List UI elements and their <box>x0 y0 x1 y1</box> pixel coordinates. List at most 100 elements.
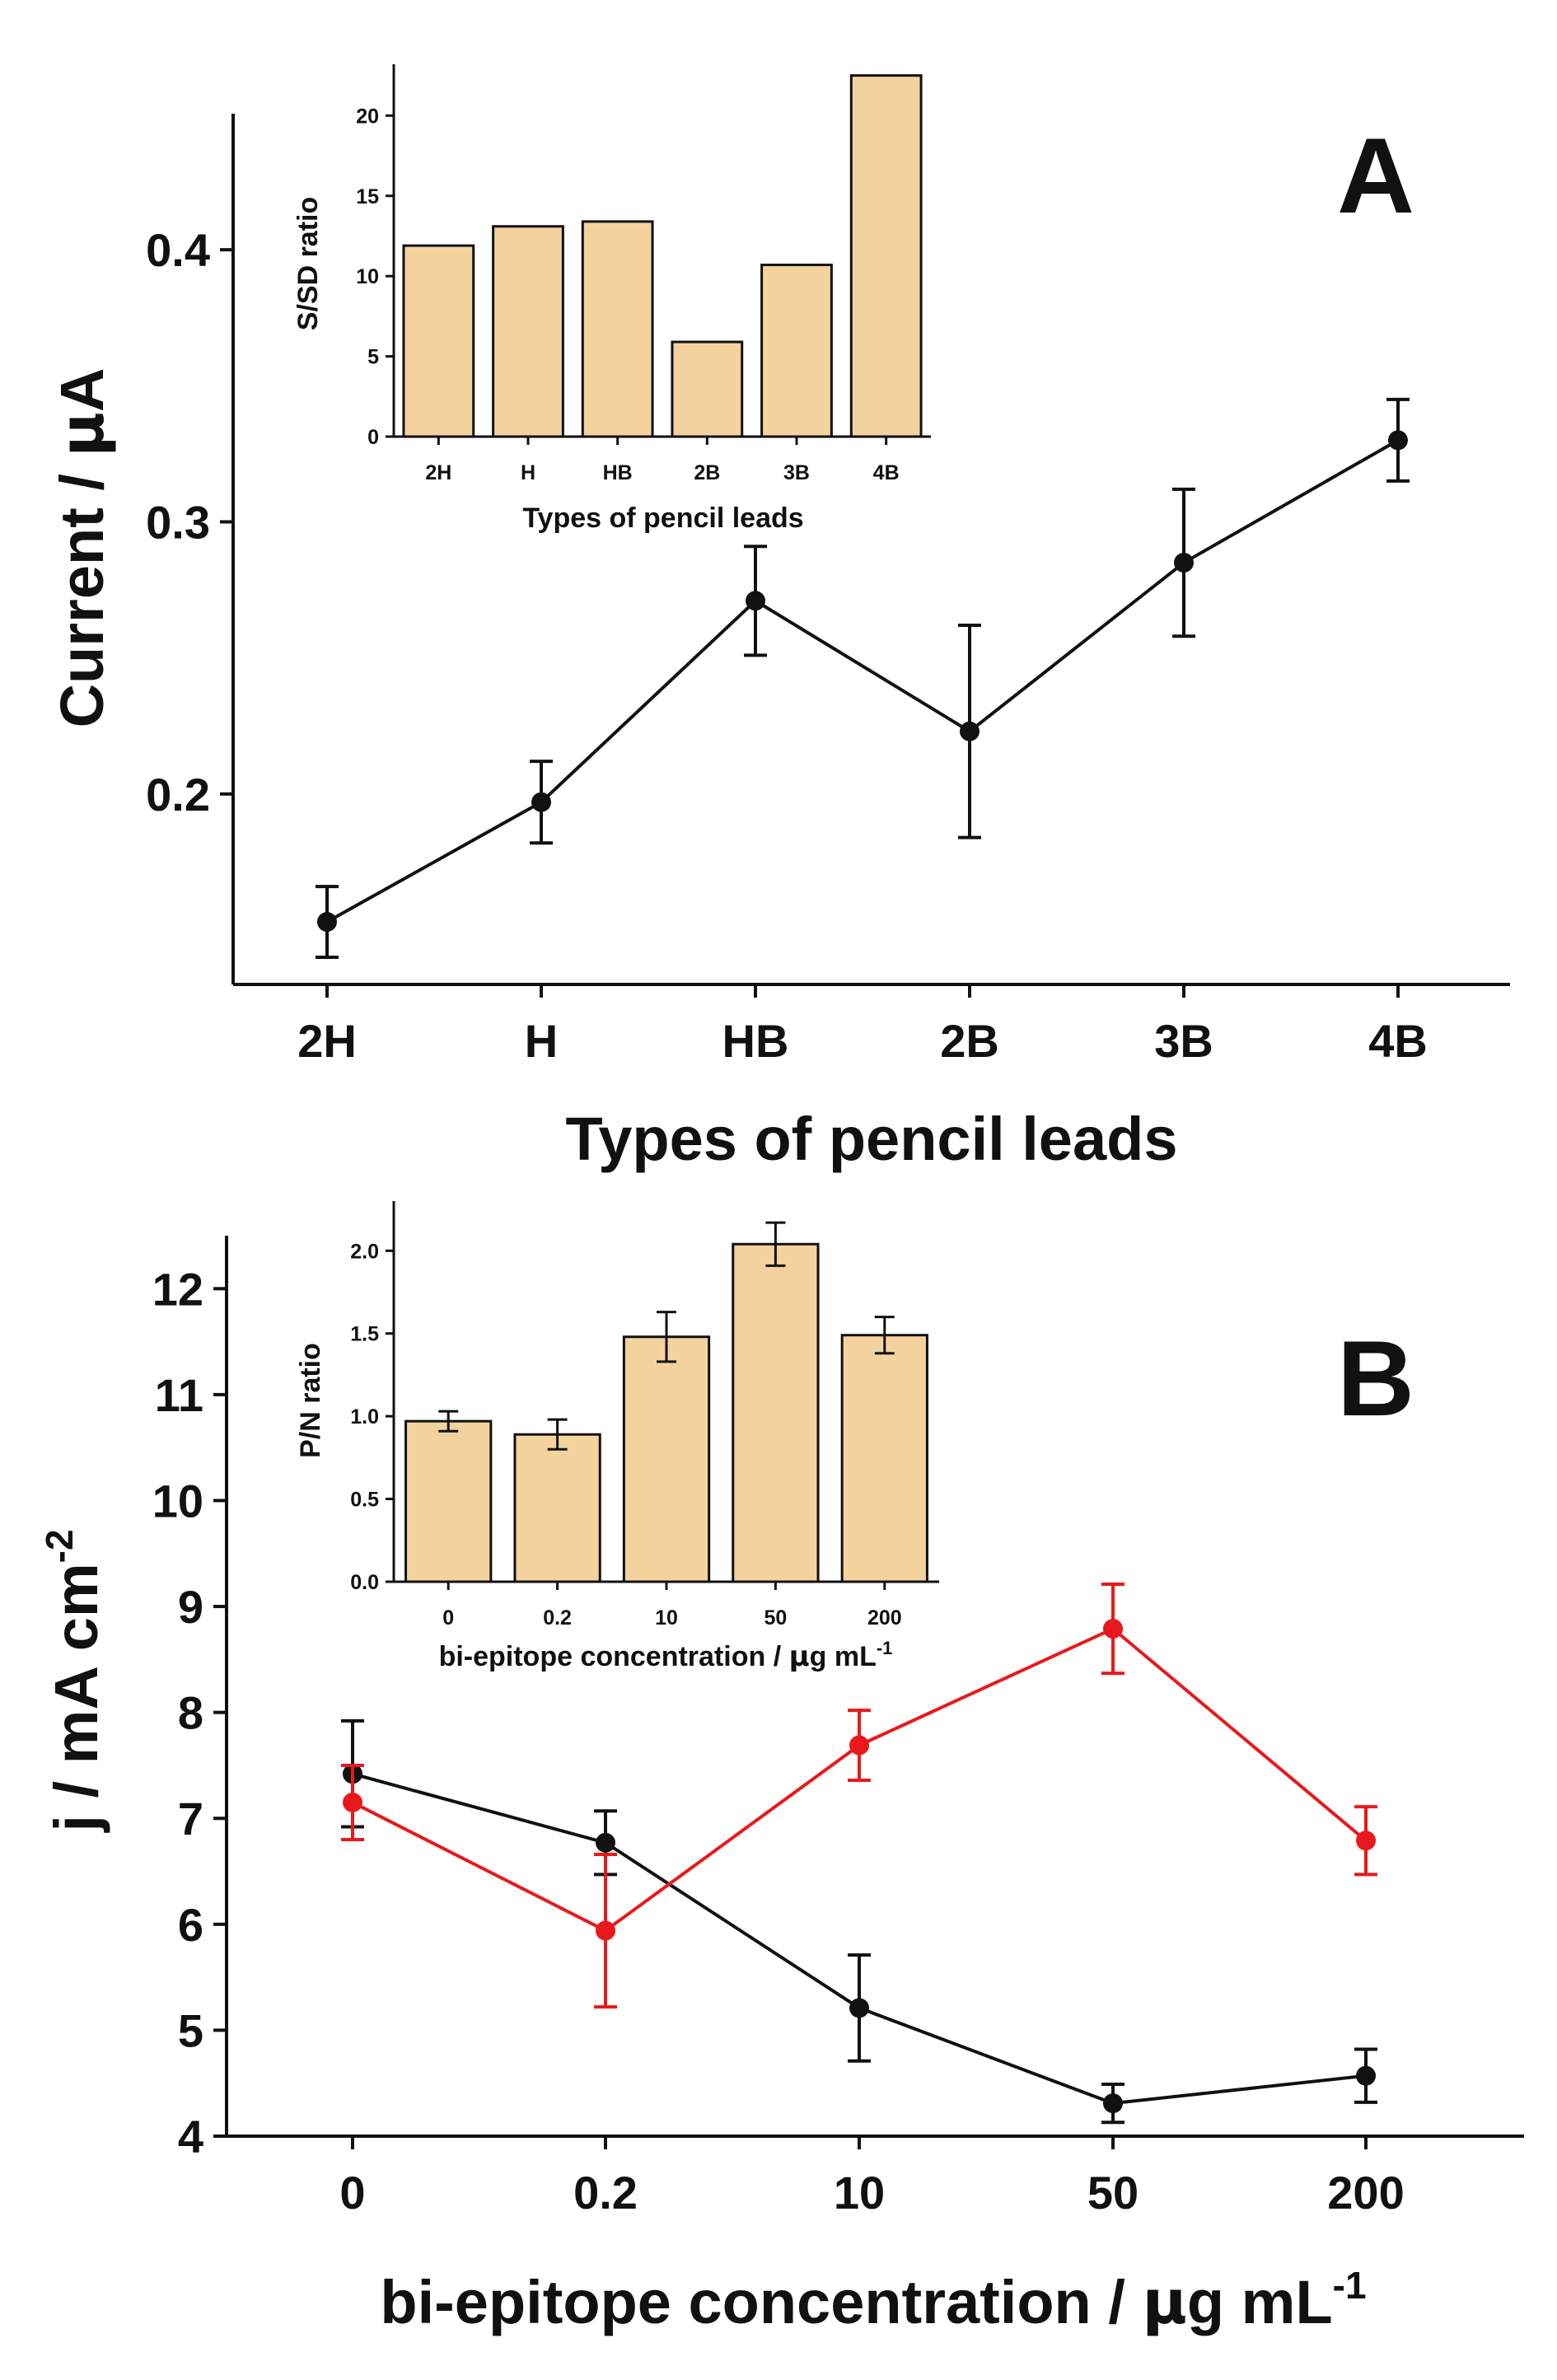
panel-b-inset-x-tick-label: 10 <box>655 1606 678 1630</box>
panel-b-x-tick-label: 200 <box>1327 2167 1404 2219</box>
panel-b-point-black <box>1356 2065 1376 2086</box>
panel-b-y-tick-label: 7 <box>178 1793 203 1845</box>
panel-a-inset-y-tick-label: 0 <box>367 426 379 449</box>
panel-a-inset-bars <box>402 74 923 438</box>
panel-a-y-tick-label: 0.2 <box>146 769 210 821</box>
panel-a-y-tick-label: 0.4 <box>146 224 210 276</box>
panel-b-y-tick-label: 8 <box>178 1687 203 1739</box>
panel-b-y-tick-label: 5 <box>178 2004 203 2056</box>
panel-a-y-ticks: 0.2 0.3 0.4 <box>146 224 233 821</box>
panel-a-inset-y-tick-label: 20 <box>356 105 379 128</box>
panel-a-inset-bar <box>581 220 654 438</box>
panel-b-x-label-unit: g mL <box>1187 2268 1333 2336</box>
panel-a-inset-bar <box>760 264 833 438</box>
panel-b-inset-y-tick-label: 0.0 <box>350 1571 379 1594</box>
panel-b-point-red <box>1103 1619 1123 1639</box>
panel-b-series <box>341 1583 1377 2125</box>
panel-b-inset-bar <box>404 1419 493 1583</box>
panel-a-y-label-main: Current / <box>48 456 116 727</box>
panel-a-point-current <box>531 792 551 812</box>
panel-b-axes <box>225 1236 1524 2138</box>
panel-b-x-label-sup: -1 <box>1333 2264 1367 2307</box>
panel-a-inset-y-ticks: 0 5 10 15 20 <box>356 105 394 449</box>
panel-a-x-tick-label: 2B <box>940 1015 999 1067</box>
panel-b-inset-bar <box>513 1433 601 1583</box>
panel-a-inset: 0 5 10 15 20 2H H HB 2B 3B 4B Types of pencil lea… <box>292 64 931 534</box>
panel-a-inset-y-tick-label: 15 <box>356 185 379 208</box>
panel-b-inset-y-tick-label: 2.0 <box>350 1240 379 1263</box>
panel-b-inset-x-tick-label: 200 <box>867 1606 902 1630</box>
panel-b-x-label-main: bi-epitope concentration / <box>380 2268 1142 2336</box>
panel-b-x-ticks: 0 0.2 10 50 200 <box>339 2136 1405 2219</box>
panel-a-inset-bar <box>671 340 744 438</box>
panel-a-x-axis-label: Types of pencil leads <box>566 1105 1178 1173</box>
panel-b-point-black <box>596 1832 615 1853</box>
panel-b-x-axis-label: bi-epitope concentration / μg mL-1 <box>380 2264 1366 2338</box>
panel-b-x-tick-label: 50 <box>1087 2167 1139 2219</box>
panel-b-y-tick-label: 6 <box>178 1899 203 1951</box>
panel-b-inset-x-tick-label: 0 <box>442 1606 454 1630</box>
panel-b-point-red <box>849 1735 869 1756</box>
panel-b-point-red <box>1356 1831 1376 1851</box>
panel-b-inset-bar <box>840 1334 928 1583</box>
panel-b-inset-y-tick-label: 0.5 <box>350 1489 379 1512</box>
panel-b-point-black <box>849 1998 869 2018</box>
panel-b-inset-y-ticks: 0.0 0.5 1.0 1.5 2.0 <box>350 1240 394 1594</box>
panel-b-y-tick-label: 10 <box>152 1475 203 1527</box>
panel-a-inset-x-tick-label: HB <box>603 461 633 484</box>
panel-b-y-tick-label: 9 <box>178 1581 203 1633</box>
panel-b-x-label-mu: μ <box>1142 2267 1186 2338</box>
panel-a-y-axis-label: Current / μA <box>47 368 118 728</box>
panel-a-inset-y-axis-label: S/SD ratio <box>292 197 324 330</box>
panel-b-inset: 0.0 0.5 1.0 1.5 2.0 0 0.2 10 50 200 bi-epitope c… <box>295 1201 939 1673</box>
panel-a-inset-x-tick-label: 2H <box>425 461 451 484</box>
panel-a: 0.2 0.3 0.4 2H H HB 2B 3B 4B Types of pencil le… <box>47 64 1510 1173</box>
panel-b-x-tick-label: 0 <box>339 2167 365 2219</box>
panel-a-inset-x-tick-label: 2B <box>694 461 720 484</box>
panel-b-inset-y-axis-label: P/N ratio <box>295 1343 326 1458</box>
panel-a-x-tick-label: HB <box>722 1015 789 1067</box>
panel-a-inset-x-axis-label: Types of pencil leads <box>522 503 803 534</box>
panel-b-inset-bar <box>622 1335 711 1583</box>
panel-a-series <box>316 397 1410 959</box>
panel-a-y-label-mu: μ <box>47 412 118 456</box>
panel-b-inset-x-axis-label: bi-epitope concentration / μg mL-1 <box>439 1638 893 1673</box>
panel-a-line-current <box>326 438 1399 923</box>
panel-b-x-tick-label: 10 <box>834 2167 885 2219</box>
panel-b-inset-x-label-unit: g mL <box>810 1641 877 1672</box>
panel-b-point-red <box>343 1792 362 1812</box>
panel-a-y-tick-label: 0.3 <box>146 496 210 548</box>
panel-b-inset-x-label-sup: -1 <box>877 1638 893 1658</box>
panel-b: 4 5 6 7 8 9 10 11 12 0 0.2 10 50 200 bi-epitope conc… <box>38 1201 1524 2338</box>
panel-a-letter: A <box>1337 115 1414 236</box>
panel-a-inset-x-tick-label: 4B <box>873 461 900 484</box>
panel-b-inset-x-label-mu: μ <box>789 1640 810 1673</box>
panel-b-y-tick-label: 11 <box>155 1369 203 1421</box>
panel-a-y-label-unit: A <box>48 368 116 412</box>
panel-b-x-tick-label: 0.2 <box>573 2167 638 2219</box>
panel-a-x-ticks: 2H H HB 2B 3B 4B <box>297 984 1428 1067</box>
panel-b-inset-y-tick-label: 1.0 <box>350 1405 379 1428</box>
panel-a-inset-x-ticks: 2H H HB 2B 3B 4B <box>425 437 900 484</box>
panel-b-point-black <box>1103 2093 1123 2114</box>
panel-b-inset-x-ticks: 0 0.2 10 50 200 <box>442 1582 902 1630</box>
panel-a-inset-x-tick-label: 3B <box>783 461 810 484</box>
panel-b-y-ticks: 4 5 6 7 8 9 10 11 12 <box>152 1263 227 2163</box>
panel-a-inset-y-tick-label: 10 <box>356 265 379 288</box>
panel-a-point-current <box>1388 430 1408 451</box>
panel-a-axes <box>231 114 1510 986</box>
panel-b-inset-y-tick-label: 1.5 <box>350 1323 379 1346</box>
panel-a-point-current <box>317 912 337 933</box>
panel-b-inset-x-label-main: bi-epitope concentration / <box>439 1641 789 1672</box>
panel-b-inset-x-tick-label: 50 <box>764 1606 787 1630</box>
panel-b-letter: B <box>1337 1318 1414 1438</box>
panel-b-point-red <box>596 1920 615 1941</box>
panel-a-point-current <box>1174 553 1194 573</box>
panel-a-x-tick-label: 2H <box>297 1015 357 1067</box>
panel-b-inset-bar <box>732 1242 820 1583</box>
panel-a-inset-x-tick-label: H <box>521 461 535 484</box>
panel-b-y-axis-label: j / mA cm-2 <box>38 1529 110 1833</box>
panel-b-inset-x-tick-label: 0.2 <box>543 1606 572 1630</box>
panel-a-x-tick-label: 4B <box>1368 1015 1428 1067</box>
panel-a-x-tick-label: H <box>525 1015 558 1067</box>
